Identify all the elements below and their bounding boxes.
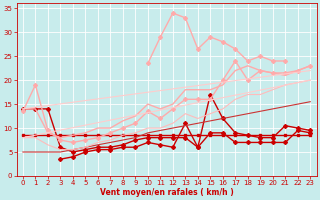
X-axis label: Vent moyen/en rafales ( km/h ): Vent moyen/en rafales ( km/h )	[100, 188, 234, 197]
